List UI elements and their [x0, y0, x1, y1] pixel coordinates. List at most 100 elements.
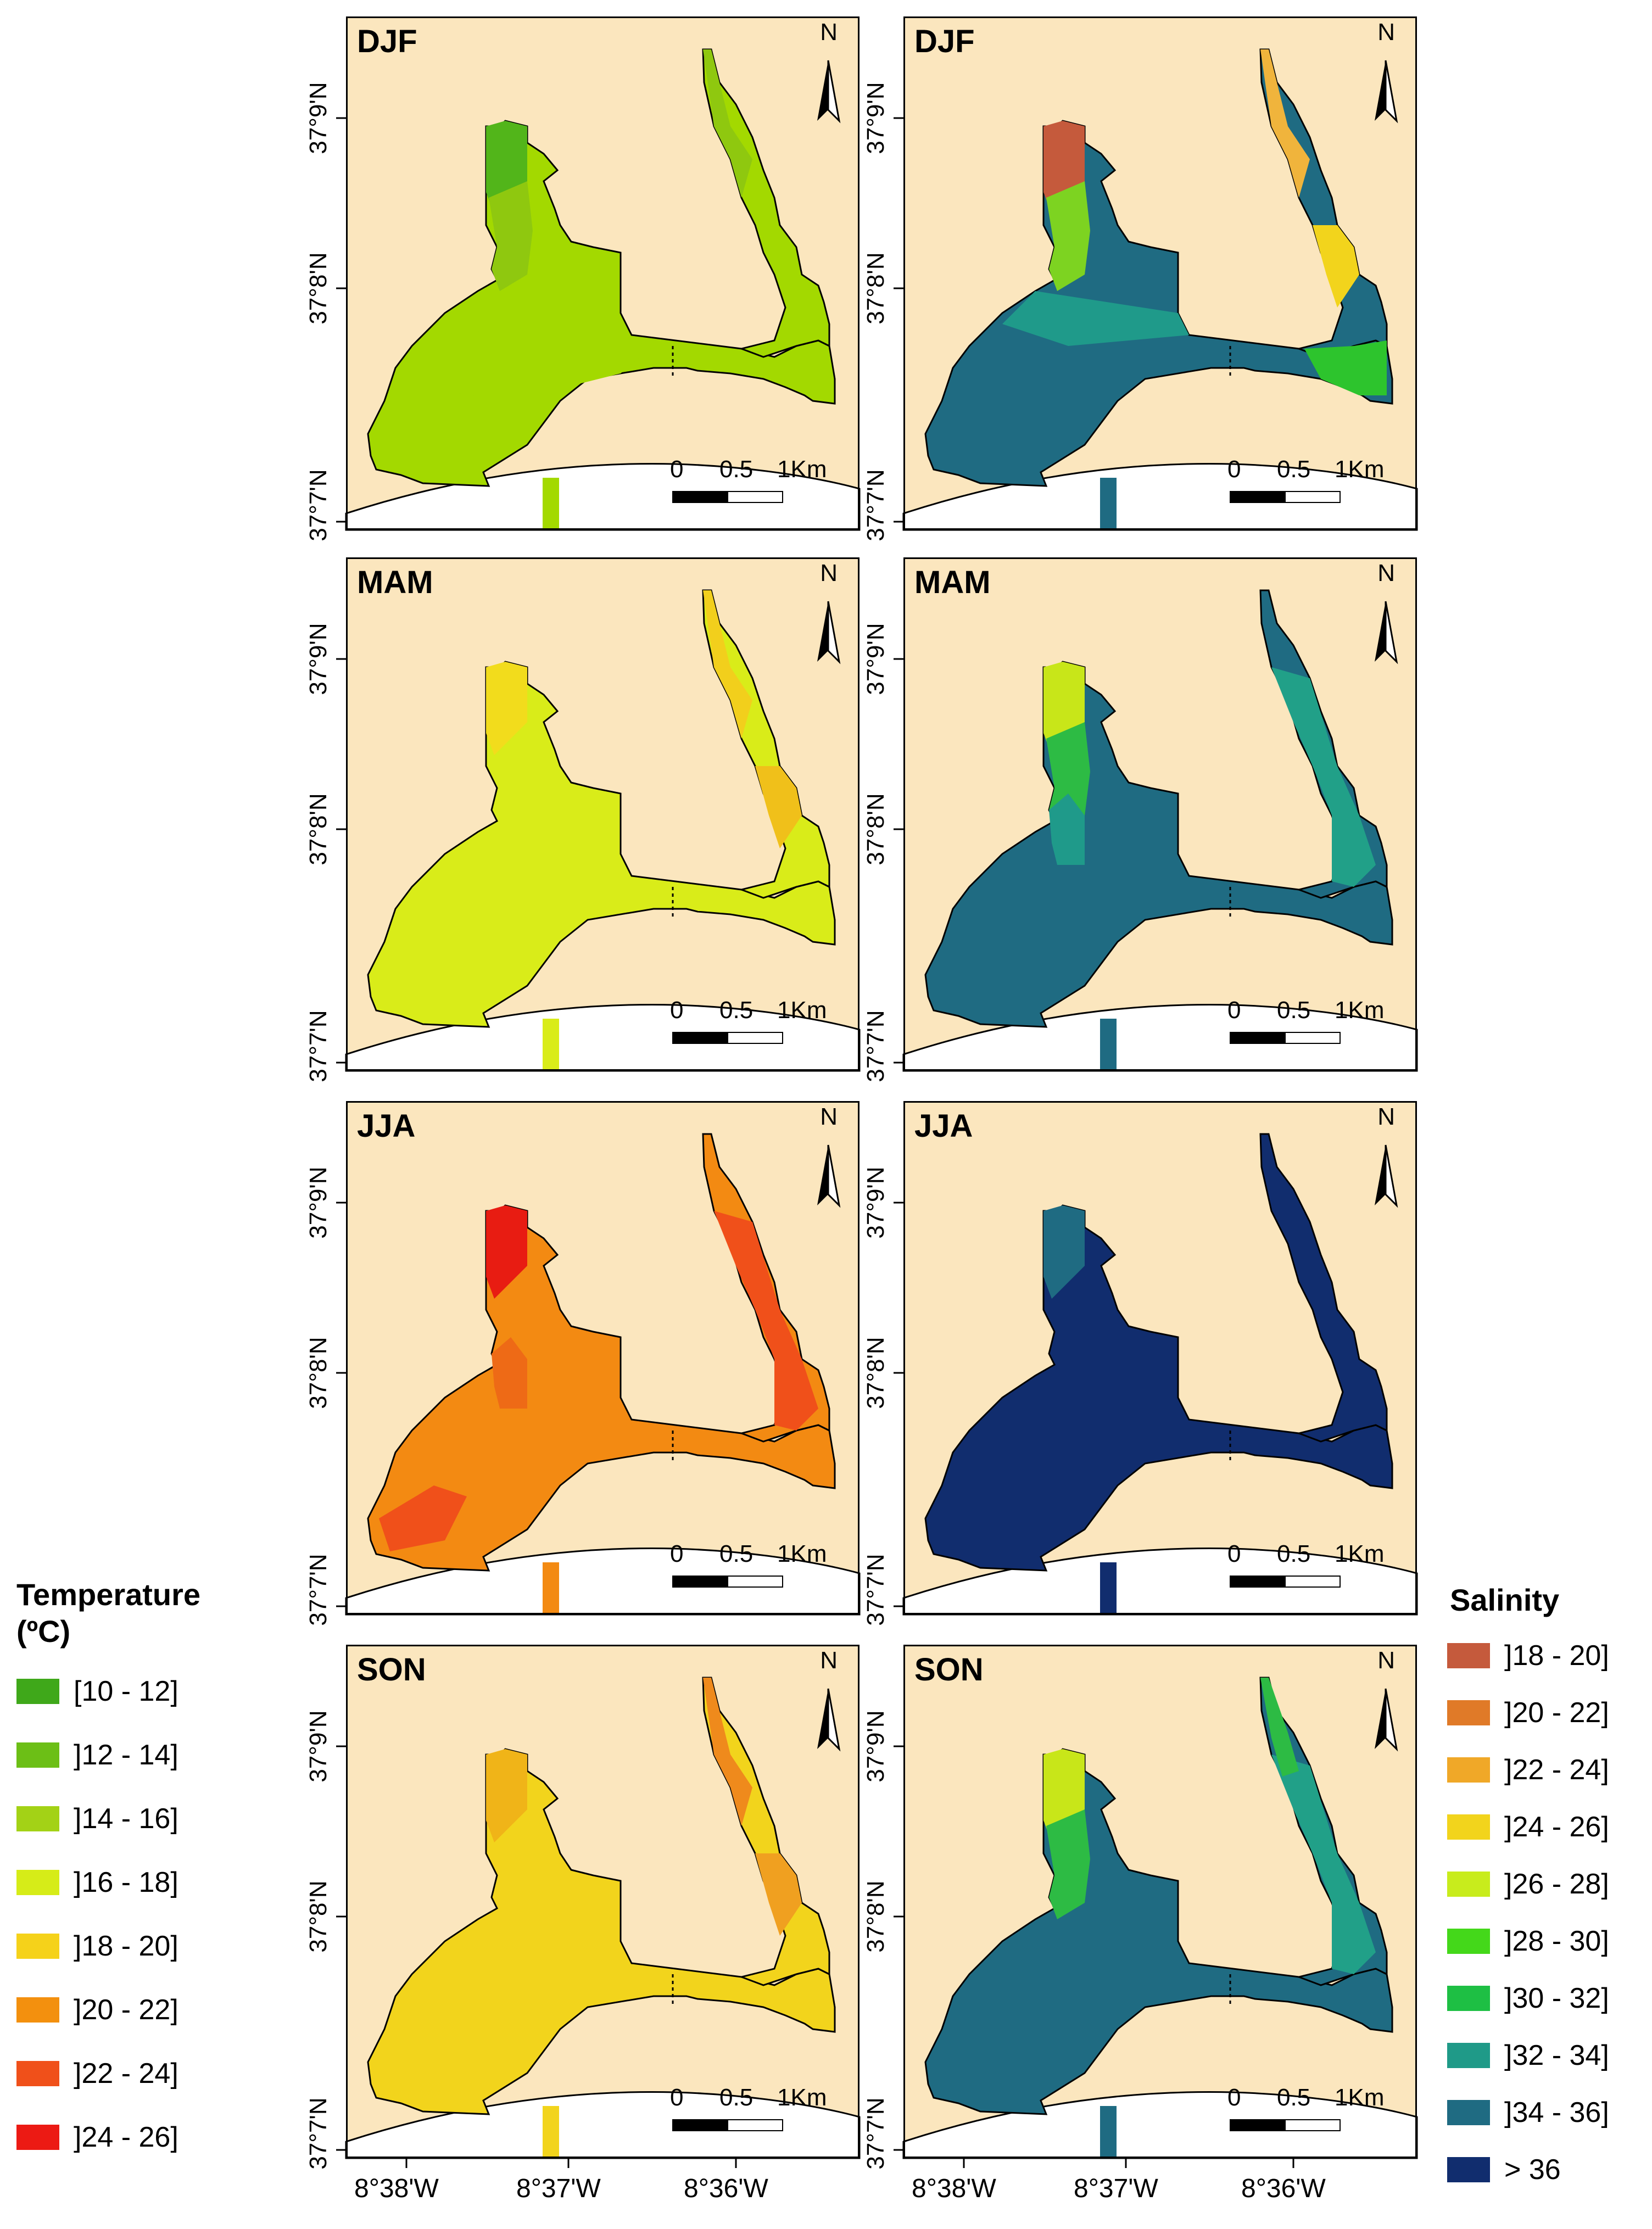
temperature-legend-swatch: [16, 1742, 59, 1768]
salinity-legend-item: ]30 - 32]: [1447, 1982, 1609, 2015]
scale-labels: 0 0.5 1Km: [1227, 1540, 1409, 1568]
north-arrow-icon: [817, 601, 828, 662]
scale-bar-white: [727, 491, 783, 503]
scale-bar-black: [672, 1032, 728, 1044]
scale-label: 0: [670, 997, 684, 1024]
salinity-legend-swatch: [1447, 1700, 1490, 1725]
scale-bar-white: [727, 1576, 783, 1588]
panel-frame: [346, 1101, 860, 1615]
north-label: N: [820, 1103, 838, 1130]
scale-bar-black: [672, 2119, 728, 2131]
scale-bar-white: [1285, 1576, 1341, 1588]
value-patch-basin-left: [379, 1485, 467, 1551]
longitude-label: 8°37'W: [516, 2174, 601, 2203]
value-patch-upper-right: [703, 49, 752, 198]
estuary-map: [894, 1645, 1418, 2168]
north-arrow-icon: [1375, 601, 1386, 662]
salinity-legend-label: ]30 - 32]: [1504, 1982, 1609, 2014]
scale-labels: 0 0.5 1Km: [1227, 997, 1409, 1024]
value-patch-upper-left: [1043, 1205, 1085, 1299]
latitude-label: 37°9'N: [862, 82, 889, 154]
latitude-label: 37°7'N: [862, 1010, 889, 1082]
season-label: SON: [357, 1652, 426, 1688]
temperature-legend-swatch: [16, 1934, 59, 1959]
salinity-legend-swatch: [1447, 1757, 1490, 1783]
north-arrow-icon: [817, 1689, 828, 1749]
inlet-channel: [543, 1019, 559, 1071]
value-patch-upper-left: [486, 1749, 527, 1842]
value-patch-mid-left: [1046, 1809, 1090, 1919]
temperature-legend-swatch: [16, 1806, 59, 1831]
scale-bar-black: [672, 1576, 728, 1588]
estuary-map: [336, 557, 861, 1072]
latitude-label: 37°7'N: [862, 469, 889, 541]
estuary-water: [924, 1748, 1393, 2115]
temperature-legend-title-line1: Temperature: [16, 1577, 201, 1612]
scale-label: 0.5: [1277, 456, 1311, 483]
scale-labels: 0 0.5 1Km: [670, 1540, 851, 1568]
scale-labels: 0 0.5 1Km: [1227, 2084, 1409, 2111]
estuary-water: [924, 661, 1393, 1028]
latitude-label: 37°8'N: [305, 1880, 332, 1953]
estuary-right-arm: [702, 48, 830, 358]
salinity-legend-item: ]32 - 34]: [1447, 2039, 1609, 2072]
panel-frame: [903, 557, 1417, 1071]
latitude-label: 37°7'N: [305, 1554, 332, 1626]
panel-frame: [903, 1645, 1417, 2158]
inlet-channel: [543, 2106, 559, 2158]
north-label: N: [1377, 560, 1395, 586]
latitude-label: 37°8'N: [862, 793, 889, 865]
temperature-legend-swatch: [16, 2125, 59, 2150]
salinity-legend-swatch: [1447, 1986, 1490, 2011]
scale-bar-black: [1230, 1576, 1286, 1588]
scale-label: 0.5: [719, 1540, 754, 1567]
scale-label: 1Km: [1335, 456, 1385, 483]
temperature-legend-label: ]20 - 22]: [74, 1994, 178, 2026]
latitude-label: 37°9'N: [305, 623, 332, 695]
latitude-label: 37°7'N: [862, 2097, 889, 2170]
scale-bar-white: [1285, 2119, 1341, 2131]
salinity-legend-label: ]22 - 24]: [1504, 1754, 1609, 1786]
temperature-legend-label: ]14 - 16]: [74, 1803, 178, 1835]
scale-bar-black: [1230, 491, 1286, 503]
salinity-legend-swatch: [1447, 1872, 1490, 1897]
scale-label: 1Km: [1335, 2084, 1385, 2111]
salinity-legend-label: ]28 - 30]: [1504, 1925, 1609, 1957]
north-label: N: [1377, 19, 1395, 46]
estuary-water: [924, 120, 1393, 487]
latitude-label: 37°9'N: [305, 1710, 332, 1783]
scale-label: 1Km: [777, 1540, 827, 1567]
inlet-channel: [1100, 2106, 1117, 2158]
scale-label: 1Km: [777, 456, 827, 483]
scale-bar-white: [727, 1032, 783, 1044]
season-label: SON: [914, 1652, 984, 1688]
season-label: DJF: [357, 24, 417, 59]
north-label: N: [820, 560, 838, 586]
value-patch-basin-top: [1002, 291, 1189, 346]
latitude-label: 37°9'N: [862, 1166, 889, 1239]
map-panel-djf-salinity: DJF N 0 0.5 1Km: [894, 16, 1418, 531]
temperature-legend-title-line2: (ºC): [16, 1614, 71, 1649]
inlet-channel: [543, 1562, 559, 1615]
season-label: JJA: [914, 1108, 973, 1144]
value-patch-right-channel: [1304, 340, 1387, 395]
temperature-legend-item: ]22 - 24]: [16, 2057, 178, 2090]
scale-label: 0: [670, 1540, 684, 1567]
salinity-legend-label: > 36: [1504, 2154, 1561, 2186]
temperature-legend-item: ]16 - 18]: [16, 1866, 178, 1899]
estuary-water: [924, 1204, 1393, 1572]
longitude-label: 8°36'W: [1241, 2174, 1326, 2203]
salinity-legend-item: ]28 - 30]: [1447, 1925, 1609, 1958]
inlet-channel: [543, 478, 559, 530]
salinity-legend-label: ]26 - 28]: [1504, 1868, 1609, 1900]
estuary-map: [894, 1101, 1418, 1616]
temperature-legend-label: ]12 - 14]: [74, 1739, 178, 1771]
season-label: JJA: [357, 1108, 416, 1144]
latitude-label: 37°7'N: [305, 469, 332, 541]
salinity-legend-item: ]20 - 22]: [1447, 1696, 1609, 1729]
value-patch-right-mid: [755, 766, 802, 848]
salinity-legend-swatch: [1447, 2100, 1490, 2125]
scale-bar-white: [1285, 1032, 1341, 1044]
latitude-label: 37°9'N: [862, 1710, 889, 1783]
scale-label: 1Km: [777, 2084, 827, 2111]
